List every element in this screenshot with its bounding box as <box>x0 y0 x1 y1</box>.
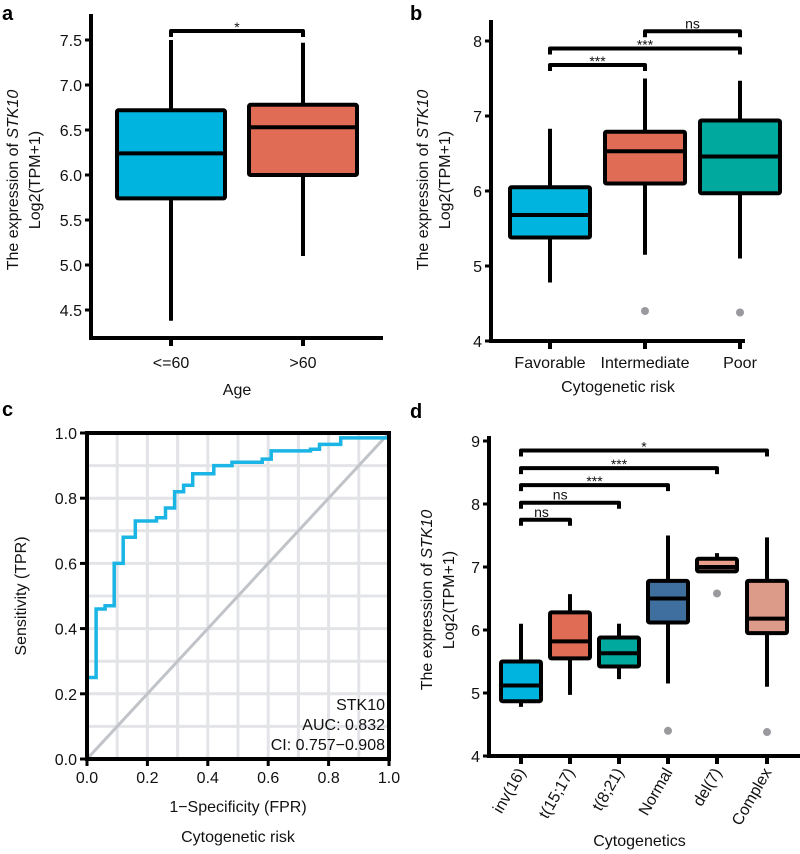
box-Normal <box>646 578 690 625</box>
x-axis-title: 1−Specificity (FPR) <box>169 799 306 816</box>
y-tick-label: 5.5 <box>60 213 82 230</box>
y-tick-label: 6 <box>471 623 480 640</box>
y-tick-label: 4.5 <box>60 303 82 320</box>
significance-label: *** <box>589 53 606 69</box>
x-tick-label: >60 <box>289 355 316 372</box>
box-t(15;17) <box>548 610 592 661</box>
box-Intermediate <box>603 129 687 186</box>
plot-frame <box>85 431 391 761</box>
y-axis-title: The expression of STK10 <box>419 510 436 691</box>
x-tick-label: t(8;21) <box>590 766 628 815</box>
y-tick-label: 0.0 <box>55 752 77 769</box>
x-tick-label: Poor <box>723 355 757 372</box>
x-tick-label: 0.0 <box>76 770 98 787</box>
box-Favorable <box>508 185 592 240</box>
x-tick-label: del(7) <box>690 766 725 810</box>
x-axis-title: Cytogenetics <box>593 833 686 850</box>
y-tick-label: 6.0 <box>60 168 82 185</box>
significance-bracket <box>519 448 769 457</box>
x-tick-label: 0.4 <box>197 770 219 787</box>
panel-label-d: d <box>410 401 422 423</box>
y-axis-title: Sensitivity (TPR) <box>13 536 30 655</box>
x-axis-title: Age <box>223 382 252 399</box>
auc-annotation: STK10 <box>336 697 385 714</box>
panel-label-b: b <box>410 3 422 25</box>
y-tick-label: 6 <box>473 184 482 201</box>
x-tick-label: Complex <box>729 766 775 829</box>
significance-label: * <box>234 19 240 35</box>
y-tick-label: 4 <box>471 749 480 766</box>
y-tick-label: 7 <box>471 560 480 577</box>
outlier-point <box>736 308 744 317</box>
panel-c-roc-curve: 0.00.0 0.2 0.2 0.4 0.4 0.6 0.6 0.8 0.8 1.0 1.0 1−Sp… <box>13 426 400 846</box>
y-tick-label: 8 <box>471 497 480 514</box>
y-axis-title: The expression of STK10 <box>415 90 432 271</box>
y-tick-label: 1.0 <box>55 426 77 443</box>
x-tick-label: Normal <box>636 766 677 819</box>
y-tick-label: 5 <box>471 686 480 703</box>
x-tick-label: t(15;17) <box>536 766 578 822</box>
y-tick-label: 7.5 <box>60 33 82 50</box>
y-axis-title-line2: Log2(TPM+1) <box>441 551 458 649</box>
y-tick-label: 4 <box>473 334 482 351</box>
box->60 <box>247 102 359 177</box>
outlier-point <box>713 589 721 598</box>
y-tick-label: 7 <box>473 109 482 126</box>
x-tick-label: 1.0 <box>378 770 400 787</box>
y-tick-label: 9 <box>471 434 480 451</box>
y-tick-label: 0.6 <box>55 556 77 573</box>
y-tick-label: 0.4 <box>55 622 77 639</box>
significance-bracket <box>519 517 572 526</box>
panel-d-cytogenetics-boxplot: 4 5 6 7 8 9 The expression of STK10 Log2(TPM+1)… <box>419 434 800 850</box>
caption: Cytogenetic risk <box>181 829 296 846</box>
significance-label: *** <box>637 37 654 53</box>
panel-label-c: c <box>2 399 13 421</box>
significance-label: * <box>641 438 647 454</box>
significance-bracket <box>169 29 305 37</box>
x-tick-label: <=60 <box>153 355 190 372</box>
box-Complex <box>745 578 789 636</box>
y-tick-label: 0.8 <box>55 491 77 508</box>
significance-label: ns <box>685 15 700 31</box>
y-tick-label: 8 <box>473 34 482 51</box>
significance-label: *** <box>586 473 603 489</box>
significance-label: ns <box>553 487 568 503</box>
significance-bracket <box>519 483 670 492</box>
x-tick-label: 0.6 <box>257 770 279 787</box>
x-tick-label: 0.8 <box>317 770 339 787</box>
y-axis-title: The expression of STK10 <box>5 90 22 271</box>
outlier-point <box>641 307 649 315</box>
y-tick-label: 5 <box>473 259 482 276</box>
outlier-point <box>763 728 771 737</box>
x-tick-label: inv(16) <box>490 766 529 817</box>
significance-bracket <box>519 466 719 475</box>
panel-b-risk-boxplot: 4 5 6 7 8 The expression of STK10 Log2(TPM+1) F… <box>415 15 782 396</box>
significance-bracket <box>643 29 742 38</box>
panel-a-age-boxplot: 4.5 5.0 5.5 6.0 6.5 7.0 7.5 The expression of S… <box>5 14 383 399</box>
roc-curve <box>85 436 389 759</box>
x-tick-label: Favorable <box>514 355 585 372</box>
box-inv(16) <box>499 659 543 704</box>
significance-bracket <box>519 500 621 509</box>
significance-bracket <box>548 46 742 55</box>
x-axis-title: Cytogenetic risk <box>561 379 676 396</box>
y-tick-label: 5.0 <box>60 258 82 275</box>
auc-annotation: CI: 0.757−0.908 <box>271 737 385 754</box>
y-axis-title-line2: Log2(TPM+1) <box>437 131 454 229</box>
y-tick-label: 0.2 <box>55 687 77 704</box>
panel-label-a: a <box>2 3 14 25</box>
y-tick-label: 7.0 <box>60 78 82 95</box>
significance-bracket <box>548 63 647 71</box>
y-axis-title-line2: Log2(TPM+1) <box>27 131 44 229</box>
significance-label: *** <box>611 456 628 472</box>
y-tick-label: 6.5 <box>60 123 82 140</box>
auc-annotation: AUC: 0.832 <box>302 717 385 734</box>
diagonal-reference-line <box>85 431 391 761</box>
significance-label: ns <box>534 504 549 520</box>
x-tick-label: 0.2 <box>136 770 158 787</box>
outlier-point <box>664 726 672 735</box>
x-tick-label: Intermediate <box>601 355 690 372</box>
